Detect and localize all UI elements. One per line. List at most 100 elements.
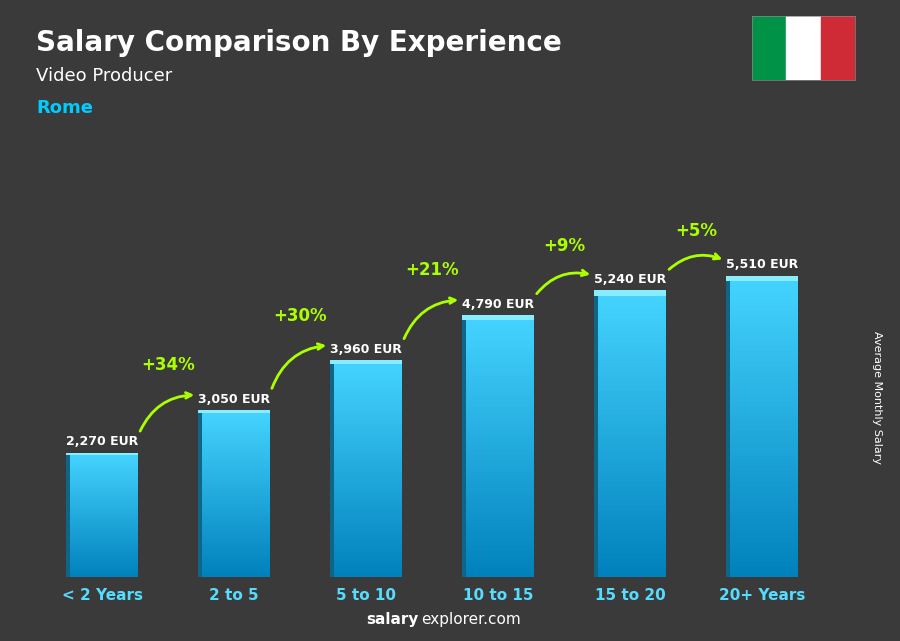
Bar: [594, 395, 666, 400]
Bar: [329, 400, 402, 404]
Bar: [66, 513, 139, 515]
Bar: [66, 482, 139, 484]
Bar: [329, 360, 402, 364]
Bar: [462, 529, 535, 533]
Bar: [66, 459, 139, 461]
Bar: [198, 541, 270, 544]
Bar: [66, 531, 139, 533]
Bar: [329, 444, 402, 447]
Bar: [725, 316, 798, 321]
Bar: [725, 472, 798, 476]
Bar: [198, 508, 270, 510]
Bar: [198, 460, 270, 463]
Bar: [66, 465, 139, 467]
Bar: [462, 454, 535, 459]
Bar: [66, 515, 139, 517]
Bar: [462, 333, 535, 337]
Bar: [594, 319, 666, 324]
Bar: [725, 416, 798, 421]
Bar: [821, 16, 855, 80]
Bar: [329, 422, 402, 426]
Bar: [462, 324, 535, 328]
Bar: [329, 537, 402, 541]
Bar: [462, 507, 535, 512]
Bar: [66, 490, 139, 492]
Bar: [66, 548, 139, 550]
Bar: [462, 350, 535, 354]
Bar: [594, 567, 666, 572]
Bar: [594, 572, 666, 577]
Bar: [594, 300, 666, 304]
Bar: [329, 465, 402, 469]
Bar: [66, 552, 139, 554]
Bar: [329, 552, 402, 555]
Bar: [198, 469, 270, 471]
Bar: [462, 433, 535, 437]
Bar: [752, 16, 786, 80]
Bar: [594, 304, 666, 310]
Bar: [329, 541, 402, 544]
Bar: [329, 570, 402, 573]
Bar: [198, 471, 270, 474]
Bar: [462, 568, 535, 572]
Bar: [329, 562, 402, 566]
Bar: [198, 410, 270, 413]
Bar: [66, 573, 139, 575]
Bar: [725, 487, 798, 492]
Bar: [462, 468, 535, 472]
Bar: [198, 488, 270, 491]
Bar: [462, 451, 535, 454]
Bar: [462, 476, 535, 481]
Bar: [725, 572, 798, 577]
Text: 5,510 EUR: 5,510 EUR: [726, 258, 798, 271]
Bar: [725, 351, 798, 356]
Bar: [725, 497, 798, 502]
Bar: [462, 315, 535, 319]
Bar: [329, 440, 402, 444]
Bar: [725, 542, 798, 547]
Bar: [66, 486, 139, 488]
Bar: [725, 522, 798, 527]
Bar: [462, 403, 535, 406]
Bar: [329, 429, 402, 433]
Bar: [725, 506, 798, 512]
Bar: [462, 494, 535, 498]
Bar: [462, 472, 535, 476]
Bar: [462, 315, 466, 577]
Bar: [594, 520, 666, 524]
Bar: [329, 458, 402, 462]
Bar: [66, 506, 139, 509]
Bar: [66, 558, 139, 560]
Bar: [198, 474, 270, 477]
Bar: [329, 436, 402, 440]
Bar: [462, 485, 535, 490]
Bar: [594, 314, 666, 319]
Bar: [462, 446, 535, 451]
Bar: [66, 479, 139, 482]
Bar: [725, 512, 798, 517]
Bar: [725, 492, 798, 497]
Bar: [66, 463, 139, 465]
Bar: [594, 510, 666, 515]
Bar: [198, 483, 270, 485]
Bar: [329, 462, 402, 465]
Bar: [198, 416, 270, 419]
Bar: [725, 276, 798, 281]
Bar: [329, 512, 402, 515]
Bar: [66, 488, 139, 490]
Bar: [66, 498, 139, 501]
Bar: [198, 452, 270, 454]
Bar: [594, 338, 666, 343]
Bar: [725, 306, 798, 311]
Bar: [66, 517, 139, 519]
Bar: [66, 556, 139, 558]
Bar: [66, 484, 139, 486]
Text: +34%: +34%: [141, 356, 195, 374]
Bar: [786, 16, 821, 80]
Bar: [462, 337, 535, 341]
Bar: [725, 502, 798, 506]
Bar: [725, 562, 798, 567]
Bar: [594, 501, 666, 505]
Bar: [198, 485, 270, 488]
Bar: [198, 410, 202, 577]
